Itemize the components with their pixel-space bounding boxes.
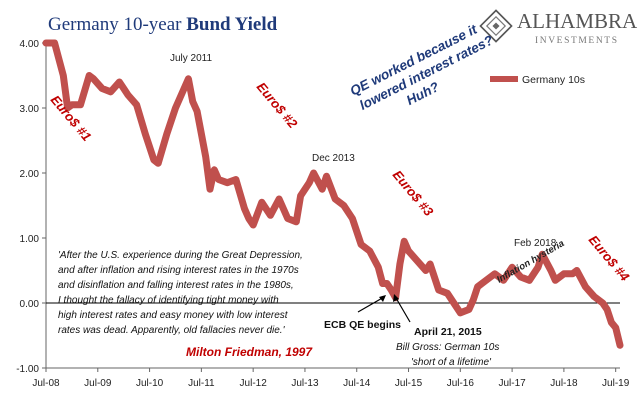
april-2015-arrowhead [393, 294, 399, 302]
annotation-euro3: Euro$ #3 [390, 167, 437, 219]
logo-name: ALHAMBRA [517, 9, 638, 33]
quote-line: 'After the U.S. experience during the Gr… [58, 250, 303, 261]
annotation-euro1: Euro$ #1 [48, 92, 95, 144]
series-line-germany-10s [42, 39, 624, 349]
x-tick-label: Jul-09 [84, 378, 112, 389]
alhambra-logo: ALHAMBRA INVESTMENTS [479, 9, 638, 46]
qe-question: QE worked because it lowered interest ra… [348, 21, 496, 113]
quote-line: high interest rates and easy money with … [58, 310, 289, 321]
x-tick-label: Jul-13 [291, 378, 319, 389]
x-tick-label: Jul-16 [447, 378, 475, 389]
quote-line: and after inflation and rising interest … [58, 265, 299, 276]
annotation-april-2015: April 21, 2015 [414, 326, 482, 338]
x-tick-label: Jul-19 [602, 378, 630, 389]
x-tick-label: Jul-15 [395, 378, 423, 389]
x-tick-label: Jul-12 [240, 378, 268, 389]
ecb-qe-arrowhead [379, 295, 386, 302]
annotation-ecb-qe: ECB QE begins [324, 319, 401, 331]
x-axis-ticks: Jul-08 Jul-09 Jul-10 Jul-11 Jul-12 Jul-1… [32, 368, 630, 389]
x-tick-label: Jul-11 [188, 378, 215, 389]
alhambra-diamond-icon [479, 9, 513, 43]
x-tick-label: Jul-17 [498, 378, 526, 389]
y-tick-label: -1.00 [16, 364, 39, 375]
annotation-feb-2018: Feb 2018 [514, 238, 557, 249]
x-tick-label: Jul-08 [32, 378, 60, 389]
legend: Germany 10s [490, 74, 585, 86]
annotation-bill-gross-2: 'short of a lifetime' [411, 357, 492, 368]
annotation-euro4: Euro$ #4 [586, 232, 633, 284]
y-tick-label: 2.00 [20, 169, 40, 180]
y-tick-label: 1.00 [20, 234, 40, 245]
logo-subtitle: INVESTMENTS [535, 36, 619, 46]
ecb-qe-arrow [357, 296, 385, 313]
friedman-quote: 'After the U.S. experience during the Gr… [58, 250, 303, 336]
x-tick-label: Jul-18 [550, 378, 578, 389]
quote-line: rates was dead. Apparently, old fallacie… [58, 325, 286, 336]
annotation-euro2: Euro$ #2 [254, 79, 301, 131]
y-tick-label: 0.00 [20, 299, 40, 310]
chart-title: Germany 10-year Bund Yield [48, 14, 278, 35]
legend-label: Germany 10s [522, 74, 585, 86]
quote-author: Milton Friedman, 1997 [186, 345, 313, 359]
y-tick-label: 4.00 [20, 39, 40, 50]
annotation-july-2011: July 2011 [170, 53, 213, 64]
april-2015-arrow [395, 297, 411, 323]
x-tick-label: Jul-10 [136, 378, 164, 389]
y-axis-ticks: 4.00 3.00 2.00 1.00 0.00 -1.00 [16, 39, 46, 375]
quote-line: I thought the fallacy of identifying tig… [58, 295, 279, 306]
annotation-bill-gross-1: Bill Gross: German 10s [396, 342, 499, 353]
annotation-dec-2013: Dec 2013 [312, 153, 355, 164]
x-tick-label: Jul-14 [343, 378, 371, 389]
y-tick-label: 3.00 [20, 104, 40, 115]
quote-line: and disinflation and falling interest ra… [58, 280, 294, 291]
